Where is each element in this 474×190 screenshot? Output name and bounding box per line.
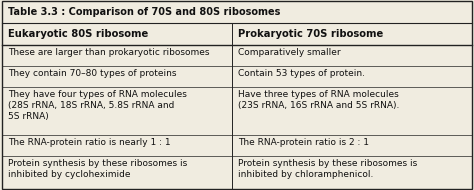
Text: Table 3.3 : Comparison of 70S and 80S ribosomes: Table 3.3 : Comparison of 70S and 80S ri… <box>8 7 281 17</box>
Text: These are larger than prokaryotic ribosomes: These are larger than prokaryotic riboso… <box>8 48 210 57</box>
Text: Protein synthesis by these ribosomes is
inhibited by chloramphenicol.: Protein synthesis by these ribosomes is … <box>238 159 417 179</box>
Text: The RNA-protein ratio is nearly 1 : 1: The RNA-protein ratio is nearly 1 : 1 <box>8 138 171 147</box>
Text: Prokaryotic 70S ribosome: Prokaryotic 70S ribosome <box>238 29 383 39</box>
Text: Comparatively smaller: Comparatively smaller <box>238 48 341 57</box>
Text: Protein synthesis by these ribosomes is
inhibited by cycloheximide: Protein synthesis by these ribosomes is … <box>8 159 187 179</box>
Text: They contain 70–80 types of proteins: They contain 70–80 types of proteins <box>8 69 176 78</box>
Text: The RNA-protein ratio is 2 : 1: The RNA-protein ratio is 2 : 1 <box>238 138 369 147</box>
Text: Contain 53 types of protein.: Contain 53 types of protein. <box>238 69 365 78</box>
Text: They have four types of RNA molecules
(28S rRNA, 18S rRNA, 5.8S rRNA and
5S rRNA: They have four types of RNA molecules (2… <box>8 90 187 121</box>
Text: Have three types of RNA molecules
(23S rRNA, 16S rRNA and 5S rRNA).: Have three types of RNA molecules (23S r… <box>238 90 399 110</box>
Text: Eukaryotic 80S ribosome: Eukaryotic 80S ribosome <box>8 29 148 39</box>
